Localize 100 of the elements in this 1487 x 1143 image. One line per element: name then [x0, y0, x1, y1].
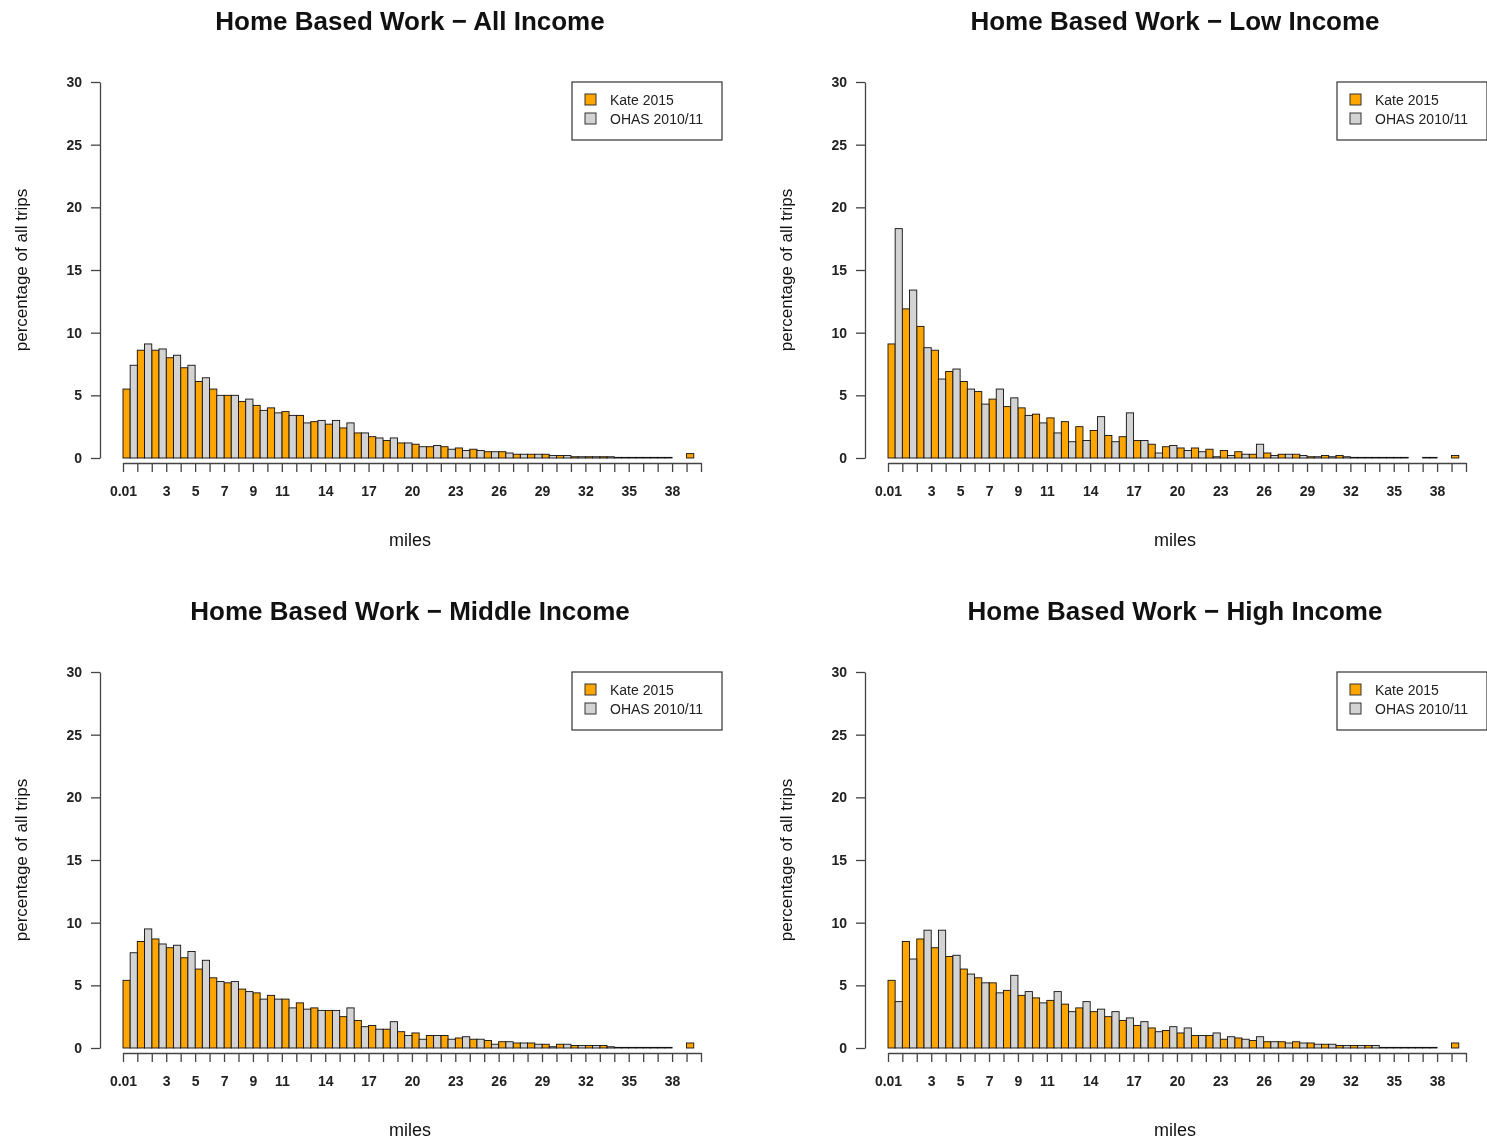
y-tick-label: 0 [74, 1039, 83, 1056]
legend-label: Kate 2015 [610, 92, 675, 108]
x-tick-label: 14 [317, 482, 334, 499]
x-tick-label: 26 [491, 1072, 508, 1089]
y-tick-label: 10 [66, 914, 83, 931]
y-axis-title: percentage of all trips [12, 188, 31, 352]
x-tick-label: 3 [927, 1072, 936, 1089]
x-tick-label: 5 [191, 482, 200, 499]
x-tick-label: 7 [220, 482, 229, 499]
x-tick-label: 35 [621, 1072, 638, 1089]
y-tick-label: 5 [74, 977, 83, 994]
x-tick-label: 29 [1299, 482, 1316, 499]
x-tick-label: 29 [534, 482, 551, 499]
legend-label: OHAS 2010/11 [610, 111, 704, 127]
x-tick-label: 0.01 [874, 1072, 903, 1089]
x-tick-label: 17 [361, 1072, 378, 1089]
x-tick-label: 23 [448, 482, 464, 499]
x-tick-label: 32 [1343, 482, 1359, 499]
x-tick-label: 7 [985, 1072, 994, 1089]
x-tick-label: 26 [1256, 482, 1273, 499]
chart-title: Home Based Work − Low Income [970, 6, 1380, 36]
legend-label: OHAS 2010/11 [1375, 701, 1469, 717]
legend-label: OHAS 2010/11 [1375, 111, 1469, 127]
x-tick-label: 5 [956, 1072, 965, 1089]
x-tick-label: 32 [578, 1072, 594, 1089]
x-tick-label: 14 [1082, 1072, 1099, 1089]
x-tick-label: 0.01 [109, 482, 138, 499]
x-tick-label: 11 [1039, 1072, 1055, 1089]
y-tick-label: 15 [831, 261, 848, 278]
x-tick-label: 38 [664, 482, 681, 499]
y-tick-label: 30 [831, 663, 848, 680]
x-tick-label: 20 [1169, 1072, 1186, 1089]
x-tick-label: 9 [249, 482, 258, 499]
y-tick-label: 25 [66, 726, 83, 743]
x-tick-label: 9 [1014, 482, 1023, 499]
x-axis-title: miles [1153, 530, 1197, 550]
chart-title: Home Based Work − All Income [215, 6, 605, 36]
x-axis-title: miles [388, 530, 432, 550]
y-axis-title: percentage of all trips [12, 778, 31, 942]
x-tick-label: 38 [664, 1072, 681, 1089]
y-tick-label: 15 [66, 261, 83, 278]
y-tick-label: 15 [831, 851, 848, 868]
y-tick-label: 20 [66, 199, 83, 216]
y-tick-label: 30 [831, 73, 848, 90]
x-tick-label: 3 [162, 1072, 171, 1089]
x-tick-label: 38 [1429, 1072, 1446, 1089]
x-tick-label: 38 [1429, 482, 1446, 499]
y-tick-label: 30 [66, 73, 83, 90]
x-axis-title: miles [1153, 1120, 1197, 1140]
y-tick-label: 25 [831, 726, 848, 743]
y-tick-label: 20 [831, 789, 848, 806]
x-tick-label: 7 [985, 482, 994, 499]
x-tick-label: 26 [1256, 1072, 1273, 1089]
x-tick-label: 20 [404, 1072, 421, 1089]
y-tick-label: 5 [74, 387, 83, 404]
y-axis-title: percentage of all trips [777, 188, 796, 352]
y-tick-label: 0 [839, 1039, 848, 1056]
x-tick-label: 32 [578, 482, 594, 499]
legend-label: Kate 2015 [610, 682, 675, 698]
x-tick-label: 11 [1039, 482, 1055, 499]
x-tick-label: 20 [1169, 482, 1186, 499]
x-tick-label: 20 [404, 482, 421, 499]
y-tick-label: 20 [66, 789, 83, 806]
x-axis-title: miles [388, 1120, 432, 1140]
legend-label: OHAS 2010/11 [610, 701, 704, 717]
x-tick-label: 3 [927, 482, 936, 499]
legend-label: Kate 2015 [1375, 92, 1440, 108]
y-tick-label: 25 [831, 136, 848, 153]
x-tick-label: 5 [956, 482, 965, 499]
y-tick-label: 15 [66, 851, 83, 868]
x-tick-label: 35 [1386, 482, 1403, 499]
y-tick-label: 25 [66, 136, 83, 153]
x-tick-label: 17 [1126, 1072, 1143, 1089]
x-tick-label: 7 [220, 1072, 229, 1089]
x-tick-label: 5 [191, 1072, 200, 1089]
x-tick-label: 14 [1082, 482, 1099, 499]
x-tick-label: 3 [162, 482, 171, 499]
y-tick-label: 5 [839, 977, 848, 994]
x-tick-label: 11 [274, 482, 290, 499]
x-tick-label: 23 [1213, 1072, 1229, 1089]
y-tick-label: 30 [66, 663, 83, 680]
x-tick-label: 35 [621, 482, 638, 499]
x-tick-label: 9 [1014, 1072, 1023, 1089]
x-tick-label: 29 [534, 1072, 551, 1089]
chart-title: Home Based Work − High Income [967, 596, 1383, 626]
x-tick-label: 35 [1386, 1072, 1403, 1089]
y-tick-label: 10 [831, 914, 848, 931]
x-tick-label: 23 [448, 1072, 464, 1089]
x-tick-label: 9 [249, 1072, 258, 1089]
x-tick-label: 29 [1299, 1072, 1316, 1089]
x-tick-label: 14 [317, 1072, 334, 1089]
x-tick-label: 0.01 [874, 482, 903, 499]
y-tick-label: 0 [74, 449, 83, 466]
x-tick-label: 32 [1343, 1072, 1359, 1089]
x-tick-label: 0.01 [109, 1072, 138, 1089]
y-tick-label: 5 [839, 387, 848, 404]
y-tick-label: 10 [66, 324, 83, 341]
chart-title: Home Based Work − Middle Income [190, 596, 630, 626]
x-tick-label: 17 [1126, 482, 1143, 499]
y-tick-label: 0 [839, 449, 848, 466]
